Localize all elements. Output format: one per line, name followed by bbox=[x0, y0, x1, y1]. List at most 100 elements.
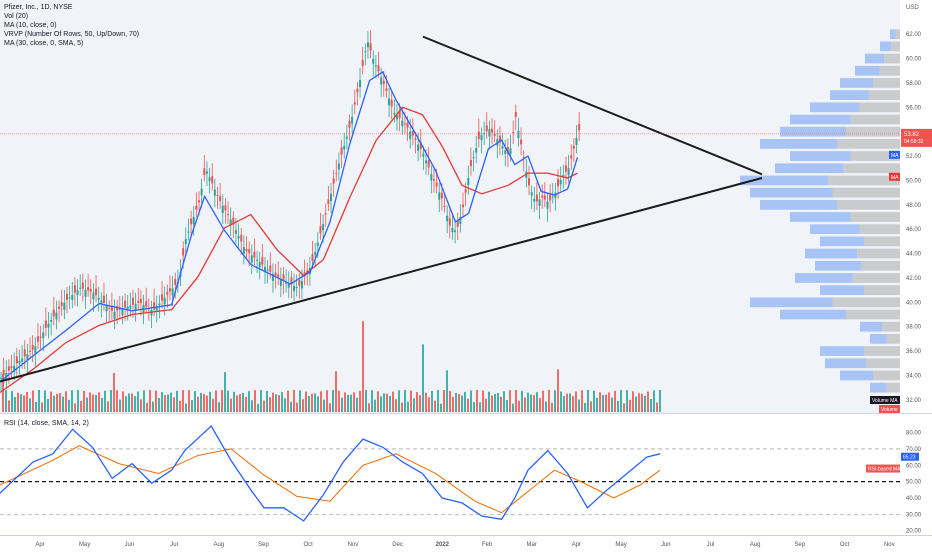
vrvp-up-bar bbox=[880, 41, 891, 52]
chart-legend: Pfizer, Inc., 1D, NYSE Vol (20) MA (10, … bbox=[4, 3, 139, 48]
rsi-ma-badge bbox=[866, 464, 900, 473]
candle-body bbox=[203, 168, 206, 176]
price-tick-label: 38.00 bbox=[906, 325, 922, 331]
volume-bar bbox=[65, 391, 67, 412]
candle-body bbox=[517, 130, 520, 139]
volume-bar bbox=[242, 392, 244, 412]
vrvp-up-bar bbox=[820, 346, 864, 356]
candle-body bbox=[44, 320, 47, 328]
volume-bar bbox=[77, 390, 79, 412]
time-tick-label: Apr bbox=[35, 542, 44, 548]
volume-bar bbox=[464, 391, 466, 412]
time-tick-label: Nov bbox=[884, 542, 895, 548]
volume-bar bbox=[377, 391, 379, 412]
volume-bar bbox=[332, 390, 334, 412]
volume-bar bbox=[254, 390, 256, 412]
candle-body bbox=[385, 88, 388, 91]
volume-bar bbox=[368, 403, 370, 412]
volume-bar bbox=[506, 400, 508, 412]
vrvp-down-bar bbox=[861, 260, 900, 271]
candle-body bbox=[353, 102, 356, 105]
candle-body bbox=[393, 112, 396, 115]
candle-body bbox=[316, 242, 319, 246]
candle-body bbox=[335, 172, 338, 174]
volume-bar bbox=[293, 390, 295, 412]
volume-bar bbox=[188, 390, 190, 412]
volume-bar bbox=[326, 390, 328, 412]
candle-body bbox=[102, 295, 105, 303]
rsi-tick-label: 40.00 bbox=[906, 496, 922, 502]
volume-bar bbox=[272, 392, 274, 412]
volume-bar bbox=[209, 391, 211, 412]
volume-bar bbox=[203, 393, 205, 412]
candle-body bbox=[221, 205, 224, 213]
candle-body bbox=[549, 194, 552, 201]
candle-body bbox=[39, 336, 42, 338]
candle-body bbox=[153, 302, 156, 310]
volume-bar bbox=[35, 401, 37, 412]
volume-bar bbox=[647, 391, 649, 412]
volume-bar bbox=[257, 403, 259, 412]
volume-bar bbox=[599, 392, 601, 412]
vrvp-down-bar bbox=[864, 285, 900, 295]
candle-body bbox=[277, 274, 280, 278]
volume-bar bbox=[104, 390, 106, 412]
volume-bar bbox=[587, 390, 589, 412]
volume-bar bbox=[296, 402, 298, 412]
candle-body bbox=[26, 354, 29, 361]
volume-bar bbox=[122, 391, 124, 412]
vrvp-down-bar bbox=[879, 65, 900, 76]
volume-bar bbox=[527, 392, 529, 412]
vrvp-up-bar bbox=[750, 187, 833, 198]
candle-body bbox=[298, 279, 301, 286]
candle-body bbox=[467, 178, 470, 186]
time-tick-label: Aug bbox=[213, 542, 224, 548]
candle-body bbox=[332, 178, 335, 184]
volume-bar bbox=[32, 390, 34, 412]
volume-bar bbox=[620, 390, 622, 412]
volume-bar bbox=[566, 393, 568, 412]
candle-body bbox=[129, 305, 132, 309]
volume-bar bbox=[350, 394, 352, 412]
candle-body bbox=[403, 123, 406, 125]
volume-bar bbox=[152, 401, 154, 412]
candle-body bbox=[200, 188, 203, 196]
candle-body bbox=[440, 192, 443, 199]
volume-bar bbox=[173, 397, 175, 412]
vrvp-up-bar bbox=[775, 163, 844, 174]
candle-body bbox=[425, 160, 428, 164]
candle-body bbox=[234, 230, 237, 234]
vrvp-down-bar bbox=[832, 297, 900, 308]
candle-body bbox=[472, 157, 475, 159]
volume-bar bbox=[149, 390, 151, 412]
volume-bar bbox=[467, 398, 469, 412]
volume-bar bbox=[569, 393, 571, 412]
candle-body bbox=[224, 205, 227, 211]
candle-body bbox=[578, 123, 581, 131]
candle-body bbox=[543, 195, 546, 200]
time-tick-label: Jun bbox=[125, 542, 135, 548]
vrvp-down-bar bbox=[891, 41, 900, 52]
candle-body bbox=[0, 377, 2, 379]
candle-body bbox=[242, 247, 245, 254]
vrvp-up-bar bbox=[810, 102, 860, 113]
volume-bar bbox=[419, 395, 421, 412]
price-tick-label: 62.00 bbox=[906, 32, 922, 38]
volume-bar bbox=[560, 391, 562, 412]
vrvp-down-bar bbox=[837, 199, 900, 210]
candle-body bbox=[504, 150, 507, 154]
candle-body bbox=[520, 139, 523, 145]
candle-body bbox=[250, 255, 253, 263]
volume-bar bbox=[425, 392, 427, 412]
candle-body bbox=[253, 251, 256, 258]
volume-bar bbox=[551, 402, 553, 412]
candle-body bbox=[348, 121, 351, 128]
candle-body bbox=[237, 235, 240, 239]
candle-body bbox=[314, 251, 317, 255]
candle-body bbox=[530, 192, 533, 196]
candle-body bbox=[522, 157, 525, 159]
candle-body bbox=[454, 230, 457, 233]
candle-body bbox=[182, 248, 185, 256]
